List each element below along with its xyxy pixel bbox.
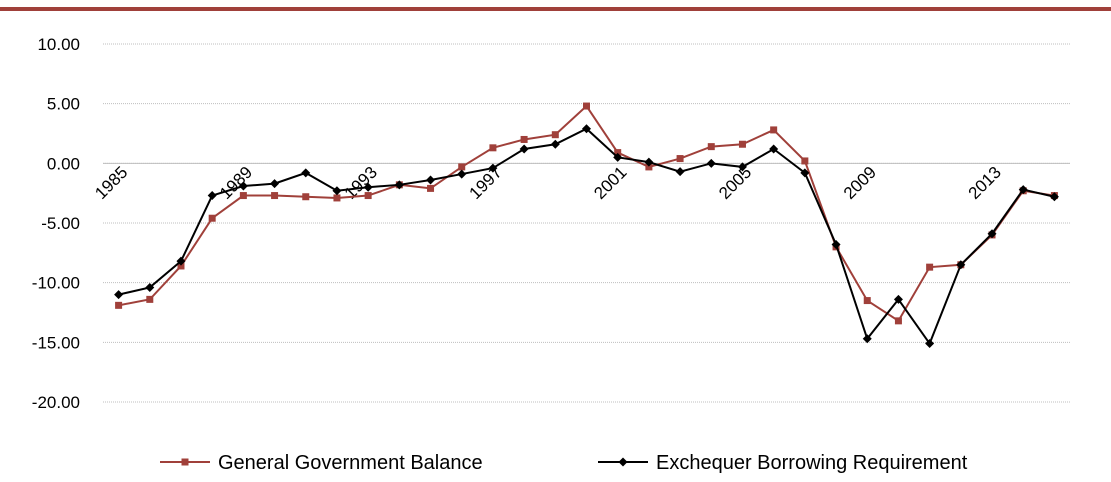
marker bbox=[801, 157, 809, 165]
marker bbox=[956, 260, 966, 270]
marker bbox=[302, 193, 310, 201]
marker bbox=[800, 168, 810, 178]
y-tick-label: -5.00 bbox=[41, 214, 80, 233]
marker bbox=[114, 290, 124, 300]
y-tick-label: -10.00 bbox=[32, 274, 80, 293]
marker bbox=[644, 157, 654, 167]
marker bbox=[177, 262, 185, 270]
marker bbox=[676, 155, 684, 163]
series-line bbox=[118, 104, 1055, 323]
marker bbox=[1049, 192, 1059, 202]
marker bbox=[737, 162, 747, 172]
marker bbox=[1018, 185, 1028, 195]
marker bbox=[926, 263, 934, 271]
marker bbox=[614, 149, 622, 157]
marker bbox=[770, 126, 778, 134]
x-tick-label: 2009 bbox=[840, 163, 880, 203]
marker bbox=[831, 239, 841, 249]
x-tick-label: 2005 bbox=[715, 163, 755, 203]
marker bbox=[551, 131, 559, 139]
marker bbox=[457, 169, 467, 179]
legend-label: Exchequer Borrowing Requirement bbox=[656, 452, 968, 474]
legend-label: General Government Balance bbox=[218, 452, 483, 474]
marker bbox=[426, 175, 436, 185]
marker bbox=[176, 256, 186, 266]
marker bbox=[207, 191, 217, 201]
x-tick-label: 1989 bbox=[216, 163, 256, 203]
marker bbox=[893, 294, 903, 304]
marker bbox=[489, 144, 497, 152]
marker bbox=[706, 158, 716, 168]
x-tick-label: 1985 bbox=[91, 163, 131, 203]
marker bbox=[115, 301, 123, 309]
marker bbox=[488, 163, 498, 173]
marker bbox=[863, 297, 871, 305]
marker bbox=[427, 184, 435, 192]
y-tick-label: 10.00 bbox=[37, 35, 80, 54]
marker bbox=[146, 295, 154, 303]
legend-item: Exchequer Borrowing Requirement bbox=[598, 452, 968, 474]
marker bbox=[769, 144, 779, 154]
marker bbox=[333, 194, 341, 202]
marker bbox=[582, 124, 591, 134]
marker bbox=[363, 182, 373, 192]
marker bbox=[583, 102, 590, 110]
marker bbox=[394, 180, 404, 190]
marker bbox=[364, 192, 372, 200]
marker bbox=[987, 229, 997, 239]
marker bbox=[301, 168, 311, 178]
y-tick-label: 0.00 bbox=[47, 154, 80, 173]
marker bbox=[458, 163, 466, 171]
marker bbox=[145, 282, 155, 292]
marker bbox=[925, 339, 935, 349]
marker bbox=[271, 192, 279, 200]
marker bbox=[519, 144, 529, 154]
marker bbox=[181, 458, 189, 466]
marker bbox=[675, 167, 685, 177]
marker bbox=[738, 140, 746, 148]
marker bbox=[238, 181, 248, 191]
marker bbox=[894, 317, 902, 325]
marker bbox=[550, 139, 560, 149]
marker bbox=[520, 135, 528, 143]
marker bbox=[645, 163, 653, 171]
marker bbox=[862, 334, 872, 344]
y-tick-label: -20.00 bbox=[32, 393, 80, 412]
series-line bbox=[118, 127, 1055, 346]
marker bbox=[208, 214, 216, 222]
marker bbox=[270, 179, 280, 189]
marker bbox=[613, 152, 623, 162]
marker bbox=[332, 186, 342, 196]
y-tick-label: -15.00 bbox=[32, 333, 80, 352]
x-tick-label: 2001 bbox=[590, 163, 630, 203]
marker bbox=[239, 192, 247, 200]
x-tick-label: 2013 bbox=[965, 163, 1005, 203]
marker bbox=[707, 143, 715, 151]
marker bbox=[618, 457, 628, 467]
legend-item: General Government Balance bbox=[160, 452, 483, 474]
y-tick-label: 5.00 bbox=[47, 95, 80, 114]
